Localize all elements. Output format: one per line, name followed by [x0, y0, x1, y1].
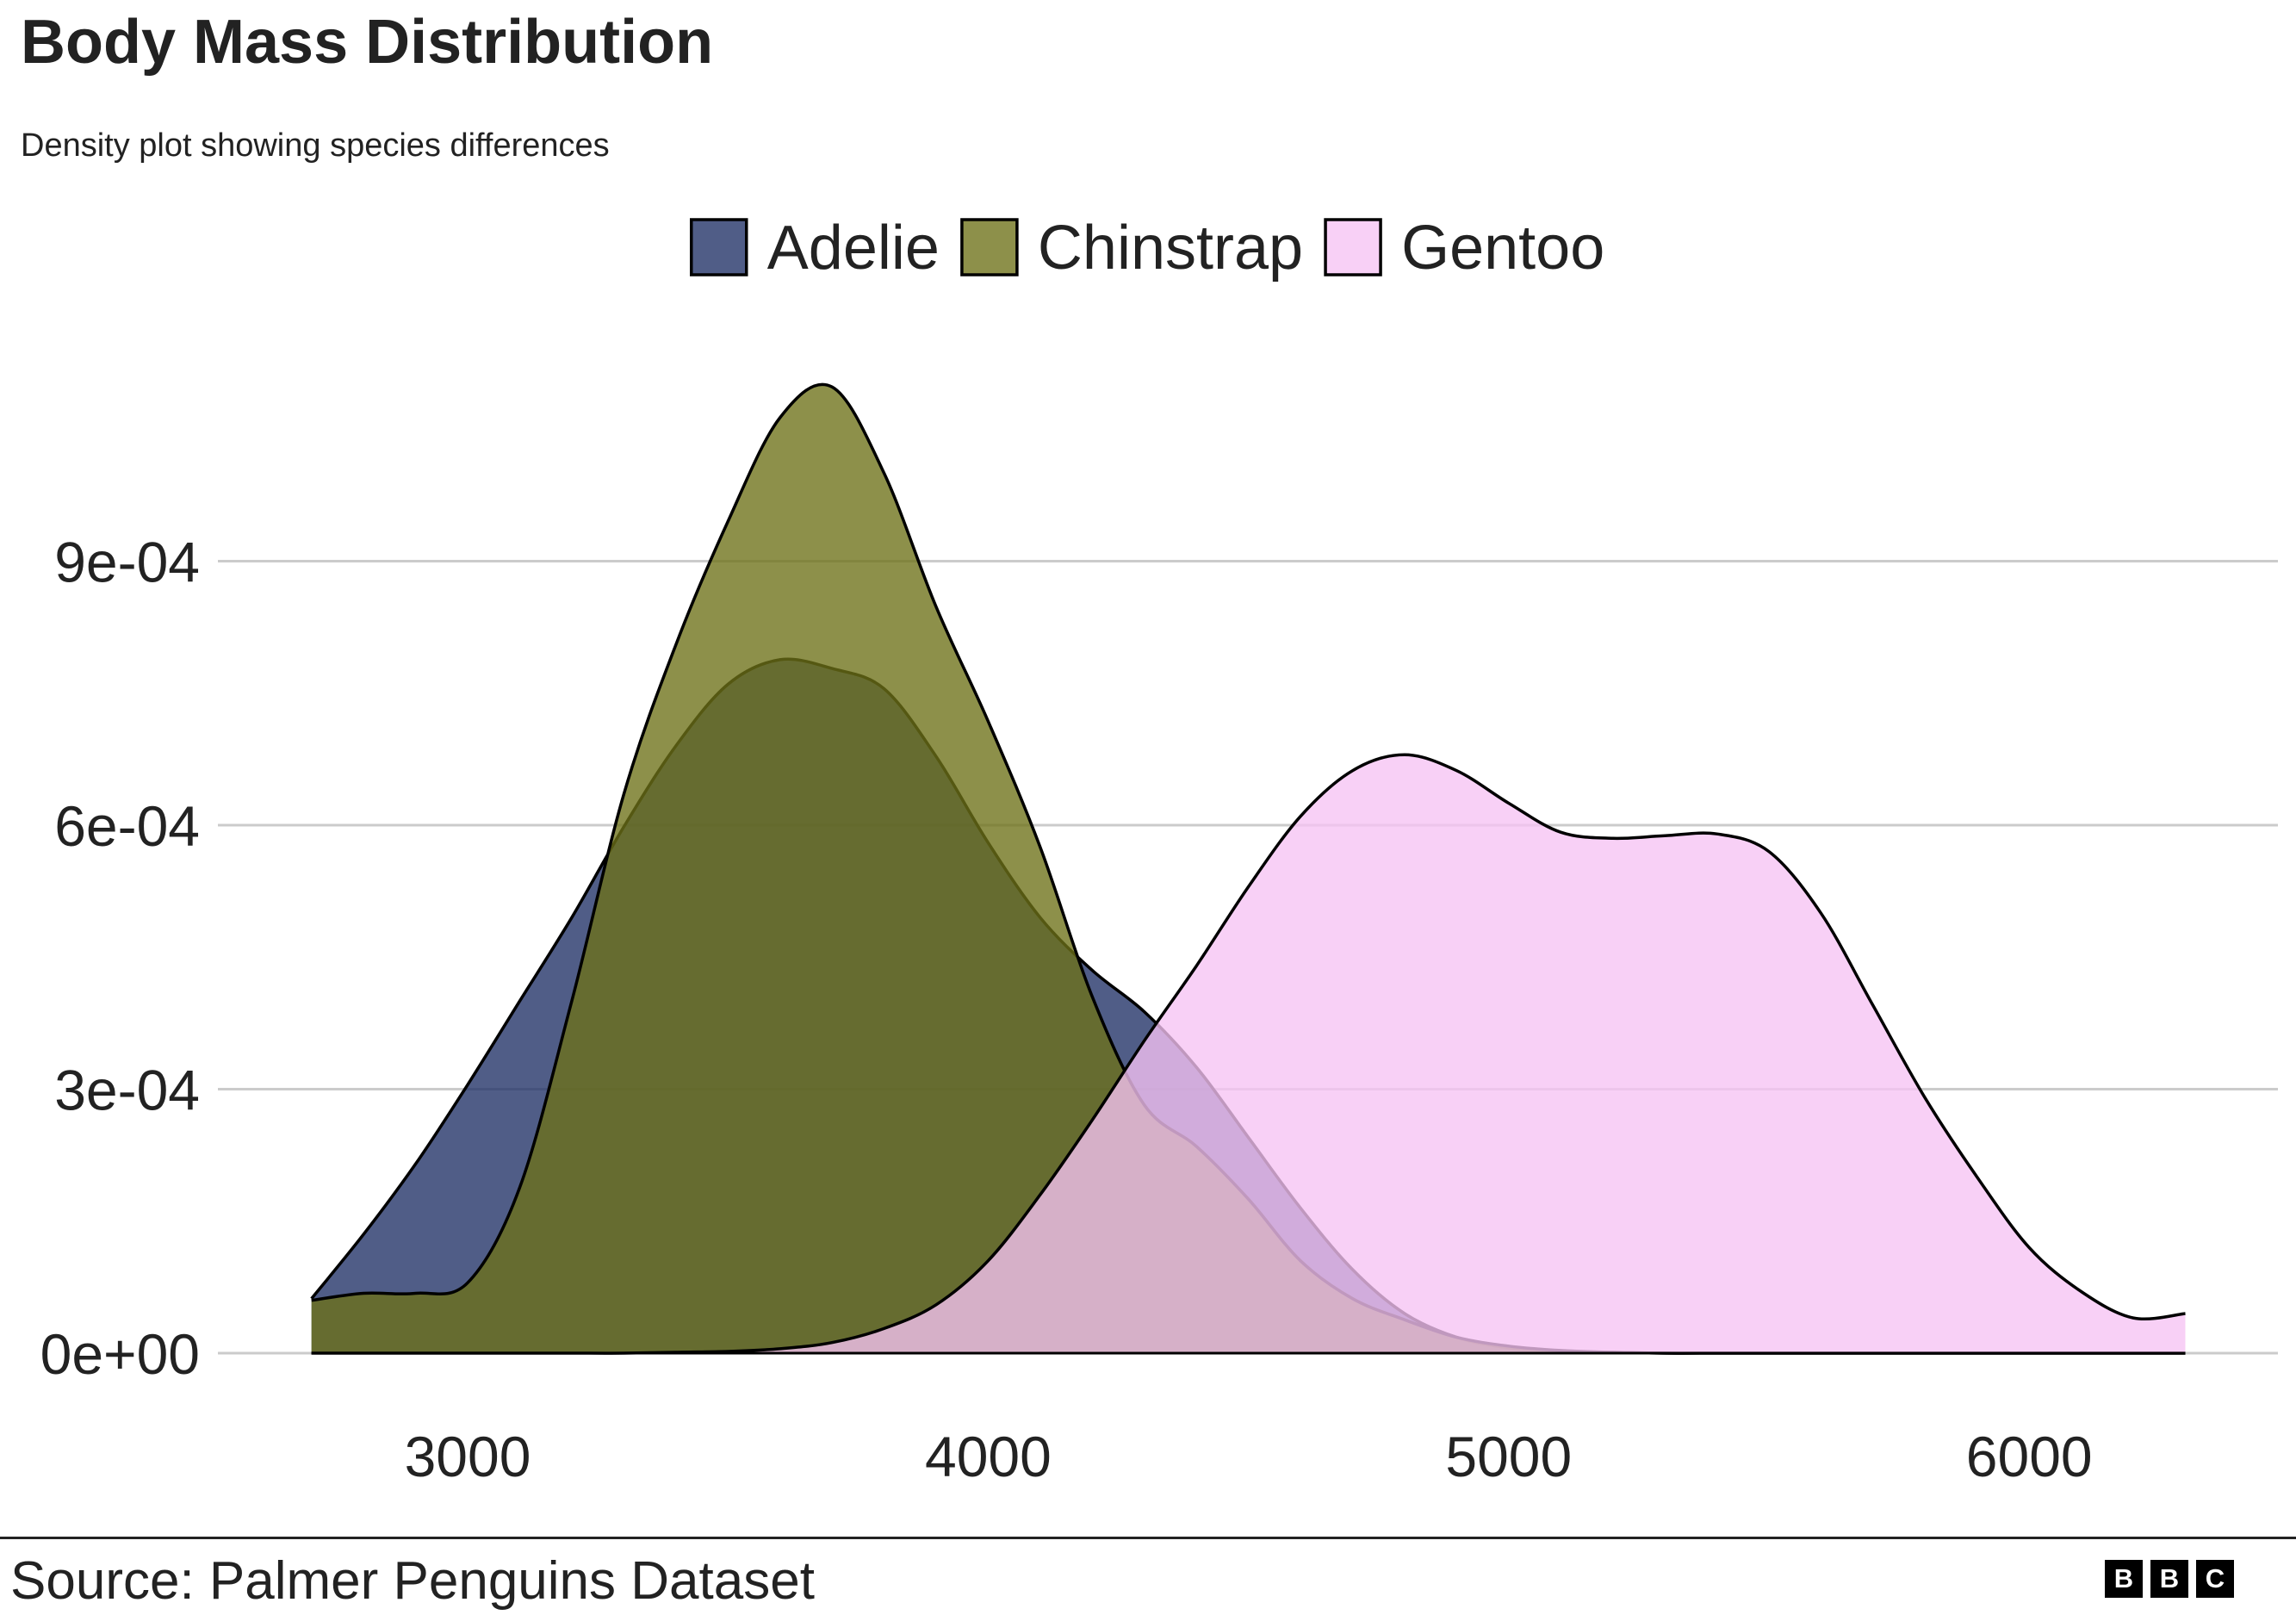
y-tick-label: 6e-04 [54, 794, 200, 858]
bbc-logo: B B C [2105, 1560, 2234, 1598]
chart-subtitle: Density plot showing species differences [21, 127, 610, 164]
legend-swatch-adelie [690, 218, 748, 276]
x-axis-ticks: 3000 4000 5000 6000 [405, 1425, 2093, 1488]
density-area-chinstrap [311, 384, 2186, 1354]
y-tick-label: 0e+00 [40, 1322, 200, 1386]
density-area-gentoo [311, 755, 2186, 1354]
source-note: Source: Palmer Penguins Dataset [10, 1551, 815, 1611]
density-series [310, 382, 2186, 1355]
y-axis-ticks: 0e+00 3e-04 6e-04 9e-04 [40, 530, 200, 1386]
x-tick-label: 4000 [925, 1425, 1052, 1488]
legend-label-adelie: Adelie [767, 214, 940, 283]
y-tick-label: 9e-04 [54, 530, 200, 593]
x-tick-label: 5000 [1445, 1425, 1572, 1488]
legend-label-chinstrap: Chinstrap [1038, 214, 1303, 283]
chart-title: Body Mass Distribution [21, 8, 714, 77]
footer-rule [0, 1537, 2296, 1539]
legend-label-gentoo: Gentoo [1401, 214, 1604, 283]
bbc-logo-block-b1: B [2105, 1560, 2143, 1598]
legend-swatch-chinstrap [960, 218, 1019, 276]
bbc-logo-block-c: C [2196, 1560, 2234, 1598]
bbc-logo-block-b2: B [2150, 1560, 2188, 1598]
legend-swatch-gentoo [1324, 218, 1382, 276]
y-tick-label: 3e-04 [54, 1058, 200, 1121]
x-tick-label: 3000 [405, 1425, 531, 1488]
legend: Adelie Chinstrap Gentoo [690, 214, 1604, 283]
x-tick-label: 6000 [1966, 1425, 2093, 1488]
